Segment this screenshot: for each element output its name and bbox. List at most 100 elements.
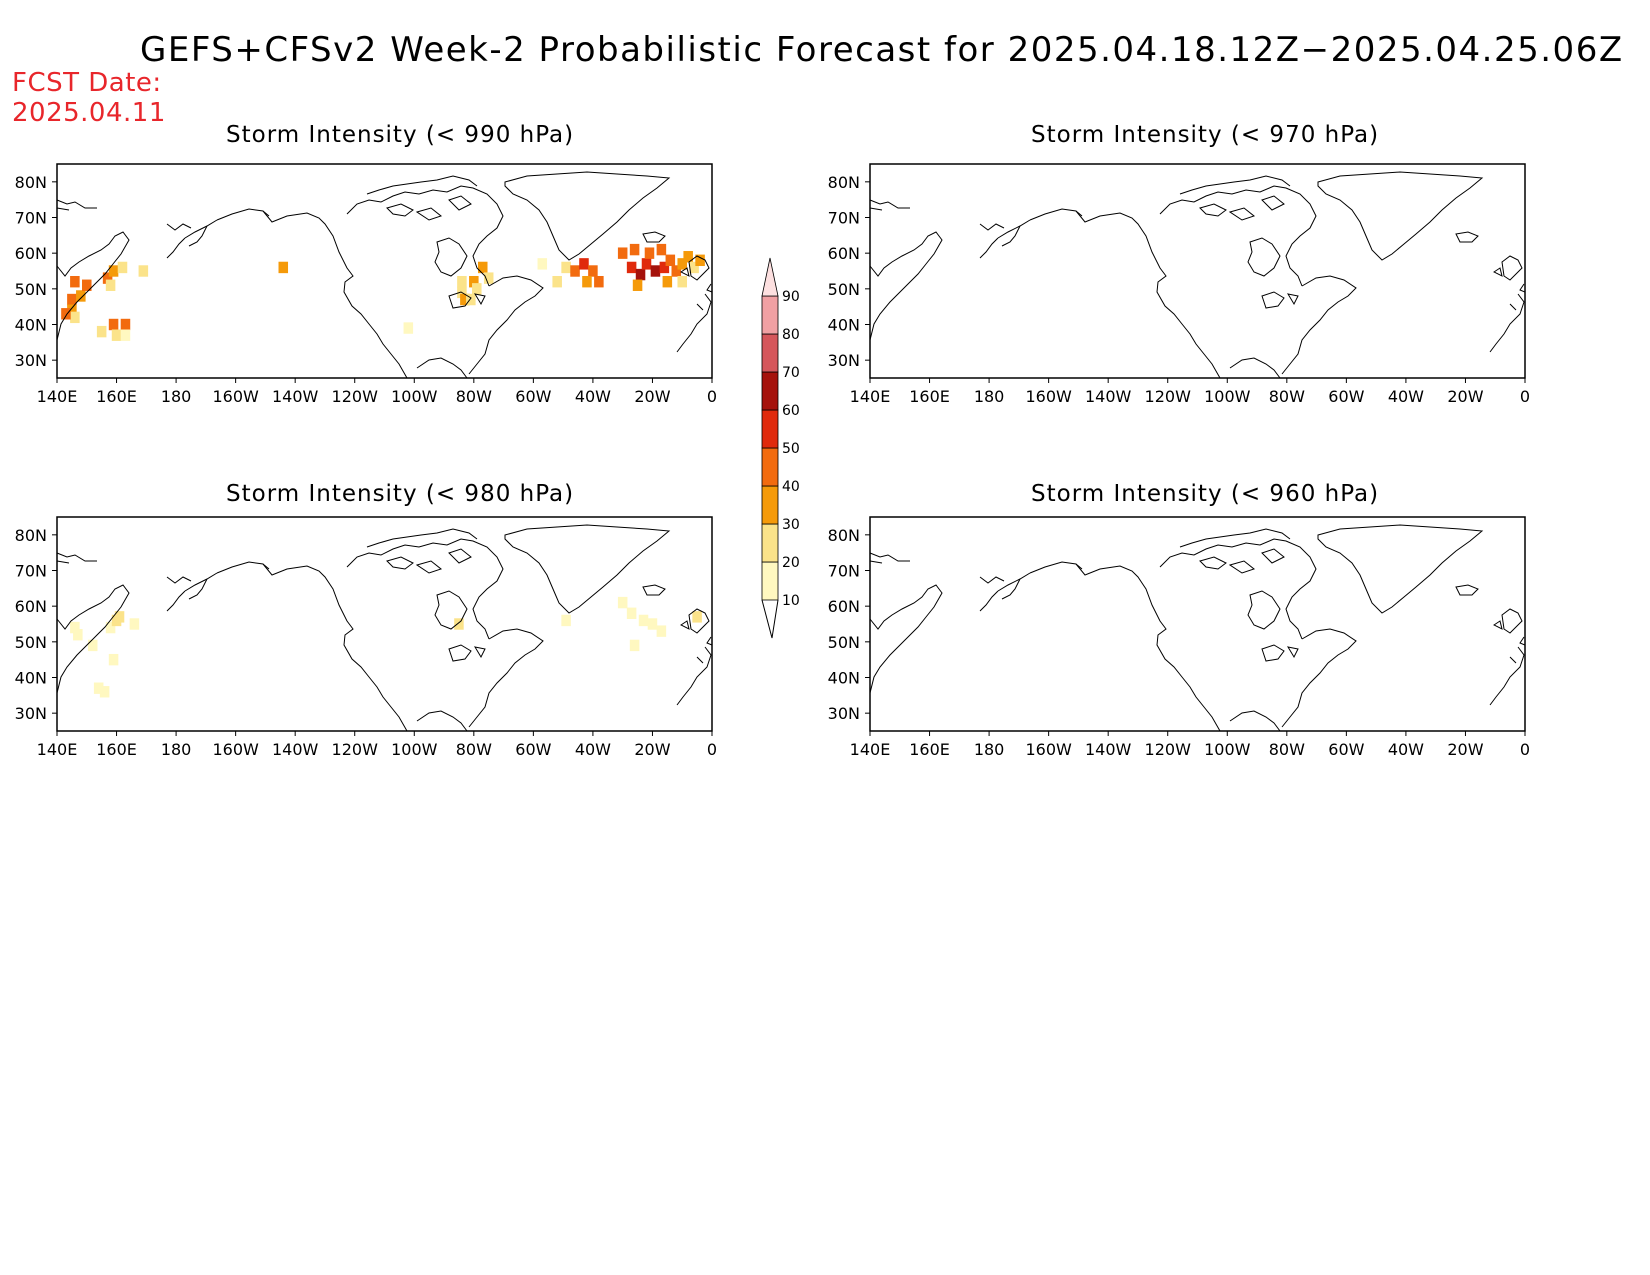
probability-cell xyxy=(635,268,646,281)
lon-tick-label: 160W xyxy=(1025,387,1072,406)
probability-cell xyxy=(102,272,113,284)
lon-tick-label: 120W xyxy=(1145,387,1192,406)
lon-tick-label: 80W xyxy=(1269,387,1305,406)
colorbar-swatch xyxy=(761,523,779,563)
coastline xyxy=(869,171,1526,379)
lon-tick-label: 180 xyxy=(974,740,1005,759)
lon-tick-label: 140W xyxy=(1085,740,1132,759)
probability-cell xyxy=(117,261,128,274)
colorbar-swatch xyxy=(761,485,779,525)
lon-tick-label: 160W xyxy=(212,740,259,759)
probability-cell xyxy=(96,325,107,338)
fcst-date: FCST Date: 2025.04.11 xyxy=(12,68,166,128)
lon-tick-label: 80W xyxy=(456,740,492,759)
lat-tick-label: 80N xyxy=(828,526,860,545)
lon-tick-label: 160W xyxy=(1025,740,1072,759)
colorbar-label: 20 xyxy=(782,555,800,571)
probability-cell xyxy=(588,265,598,277)
lat-tick-label: 50N xyxy=(828,633,860,652)
probability-cell xyxy=(641,258,652,270)
probability-cell xyxy=(278,261,289,274)
colorbar-swatch xyxy=(761,371,779,411)
lon-tick-label: 160W xyxy=(212,387,259,406)
probability-cell xyxy=(111,329,122,341)
lon-tick-label: 140W xyxy=(272,740,319,759)
probability-cell xyxy=(70,311,80,324)
probability-cell xyxy=(594,275,604,288)
probability-cell xyxy=(677,275,687,288)
probability-cell xyxy=(582,275,592,288)
map-frame xyxy=(56,163,713,379)
probability-cell xyxy=(656,625,667,637)
probability-cell xyxy=(626,607,637,620)
lon-tick-label: 80W xyxy=(456,387,492,406)
lat-tick-label: 30N xyxy=(828,351,860,370)
probability-cell xyxy=(617,596,628,609)
lon-tick-label: 60W xyxy=(515,740,551,759)
probability-cell xyxy=(120,318,131,331)
colorbar-label: 40 xyxy=(782,479,800,495)
probability-cell xyxy=(457,275,467,288)
lat-tick-label: 70N xyxy=(15,562,47,581)
lon-tick-label: 20W xyxy=(634,387,670,406)
probability-cell xyxy=(570,265,580,277)
lat-tick-label: 40N xyxy=(828,316,860,335)
lon-tick-label: 60W xyxy=(1328,740,1364,759)
colorbar-label: 70 xyxy=(782,365,800,381)
probability-cell xyxy=(120,329,131,341)
map-panel-0: 80N 70N 60N 50N 40N 30N 140E 160E 180 160W 140W 120… xyxy=(15,163,717,406)
probability-cell xyxy=(99,686,110,698)
probability-cell xyxy=(689,261,699,274)
probability-cell xyxy=(108,653,119,666)
lon-tick-label: 180 xyxy=(161,740,192,759)
probability-cell xyxy=(629,639,640,652)
lat-tick-label: 80N xyxy=(15,526,47,545)
probability-cell xyxy=(647,618,658,630)
lat-tick-label: 40N xyxy=(15,669,47,688)
lon-tick-label: 160E xyxy=(909,740,950,759)
map-panel-1: 80N 70N 60N 50N 40N 30N 140E 160E 180 160W 140W 120… xyxy=(828,163,1530,406)
lon-tick-label: 160E xyxy=(96,740,137,759)
map-frame xyxy=(869,163,1526,379)
lon-tick-label: 140W xyxy=(1085,387,1132,406)
probability-cell xyxy=(469,275,479,288)
probability-cell xyxy=(129,618,140,630)
lon-tick-label: 40W xyxy=(1388,387,1424,406)
probability-cell xyxy=(632,279,643,291)
colorbar-swatch xyxy=(761,409,779,449)
probability-cell xyxy=(82,279,92,291)
probability-cell xyxy=(454,618,464,630)
probability-cell xyxy=(644,247,655,259)
probability-cell xyxy=(114,611,125,623)
lon-tick-label: 40W xyxy=(575,387,611,406)
lon-tick-label: 60W xyxy=(515,387,551,406)
lat-tick-label: 70N xyxy=(828,562,860,581)
lon-tick-label: 20W xyxy=(1447,387,1483,406)
colorbar-label: 60 xyxy=(782,403,800,419)
lon-tick-label: 120W xyxy=(1145,740,1192,759)
lon-tick-label: 160E xyxy=(909,387,950,406)
lon-tick-label: 100W xyxy=(391,387,438,406)
probability-cell xyxy=(650,265,661,277)
panel-title-970: Storm Intensity (< 970 hPa) xyxy=(1031,122,1380,148)
probability-cell xyxy=(561,614,571,627)
colorbar: 10 20 30 40 50 60 70 80 90 xyxy=(761,257,800,639)
probability-cell xyxy=(70,275,80,288)
lon-tick-label: 180 xyxy=(161,387,192,406)
colorbar-swatch xyxy=(761,447,779,487)
lon-tick-label: 140E xyxy=(850,740,891,759)
lon-tick-label: 140W xyxy=(272,387,319,406)
panel-title-980: Storm Intensity (< 980 hPa) xyxy=(226,481,575,507)
colorbar-swatch xyxy=(761,561,779,601)
probability-cell xyxy=(617,247,628,259)
lat-tick-label: 30N xyxy=(15,351,47,370)
lon-tick-label: 80W xyxy=(1269,740,1305,759)
colorbar-label: 50 xyxy=(782,441,800,457)
colorbar-swatch xyxy=(761,295,779,335)
lon-tick-label: 120W xyxy=(332,740,379,759)
probability-cell xyxy=(466,293,476,306)
probability-cell xyxy=(656,243,667,256)
probability-cell xyxy=(105,279,116,291)
lon-tick-label: 100W xyxy=(1204,740,1251,759)
lon-tick-label: 40W xyxy=(575,740,611,759)
